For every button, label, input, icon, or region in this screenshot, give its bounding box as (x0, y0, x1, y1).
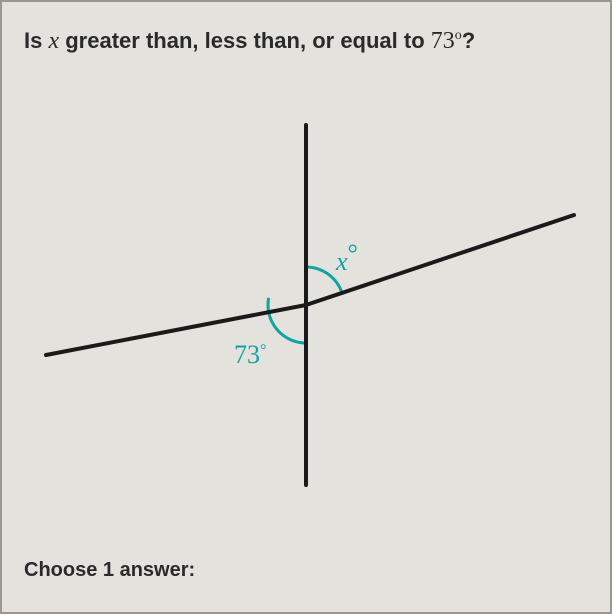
problem-container: Is x greater than, less than, or equal t… (0, 0, 612, 614)
question-variable: x (48, 28, 59, 54)
left-ray (46, 305, 306, 355)
question-suffix: ? (462, 28, 475, 53)
question-angle: 73o (431, 28, 462, 54)
question-middle: greater than, less than, or equal to (59, 28, 431, 53)
question-prefix: Is (24, 28, 48, 53)
angle-diagram: x° 73° (26, 95, 586, 495)
label-73-degree: 73° (234, 340, 266, 369)
question-text: Is x greater than, less than, or equal t… (24, 28, 588, 55)
choose-prompt: Choose 1 answer: (24, 559, 195, 582)
diagram-svg: x° 73° (26, 95, 586, 495)
label-x-degree: x° (335, 239, 358, 276)
